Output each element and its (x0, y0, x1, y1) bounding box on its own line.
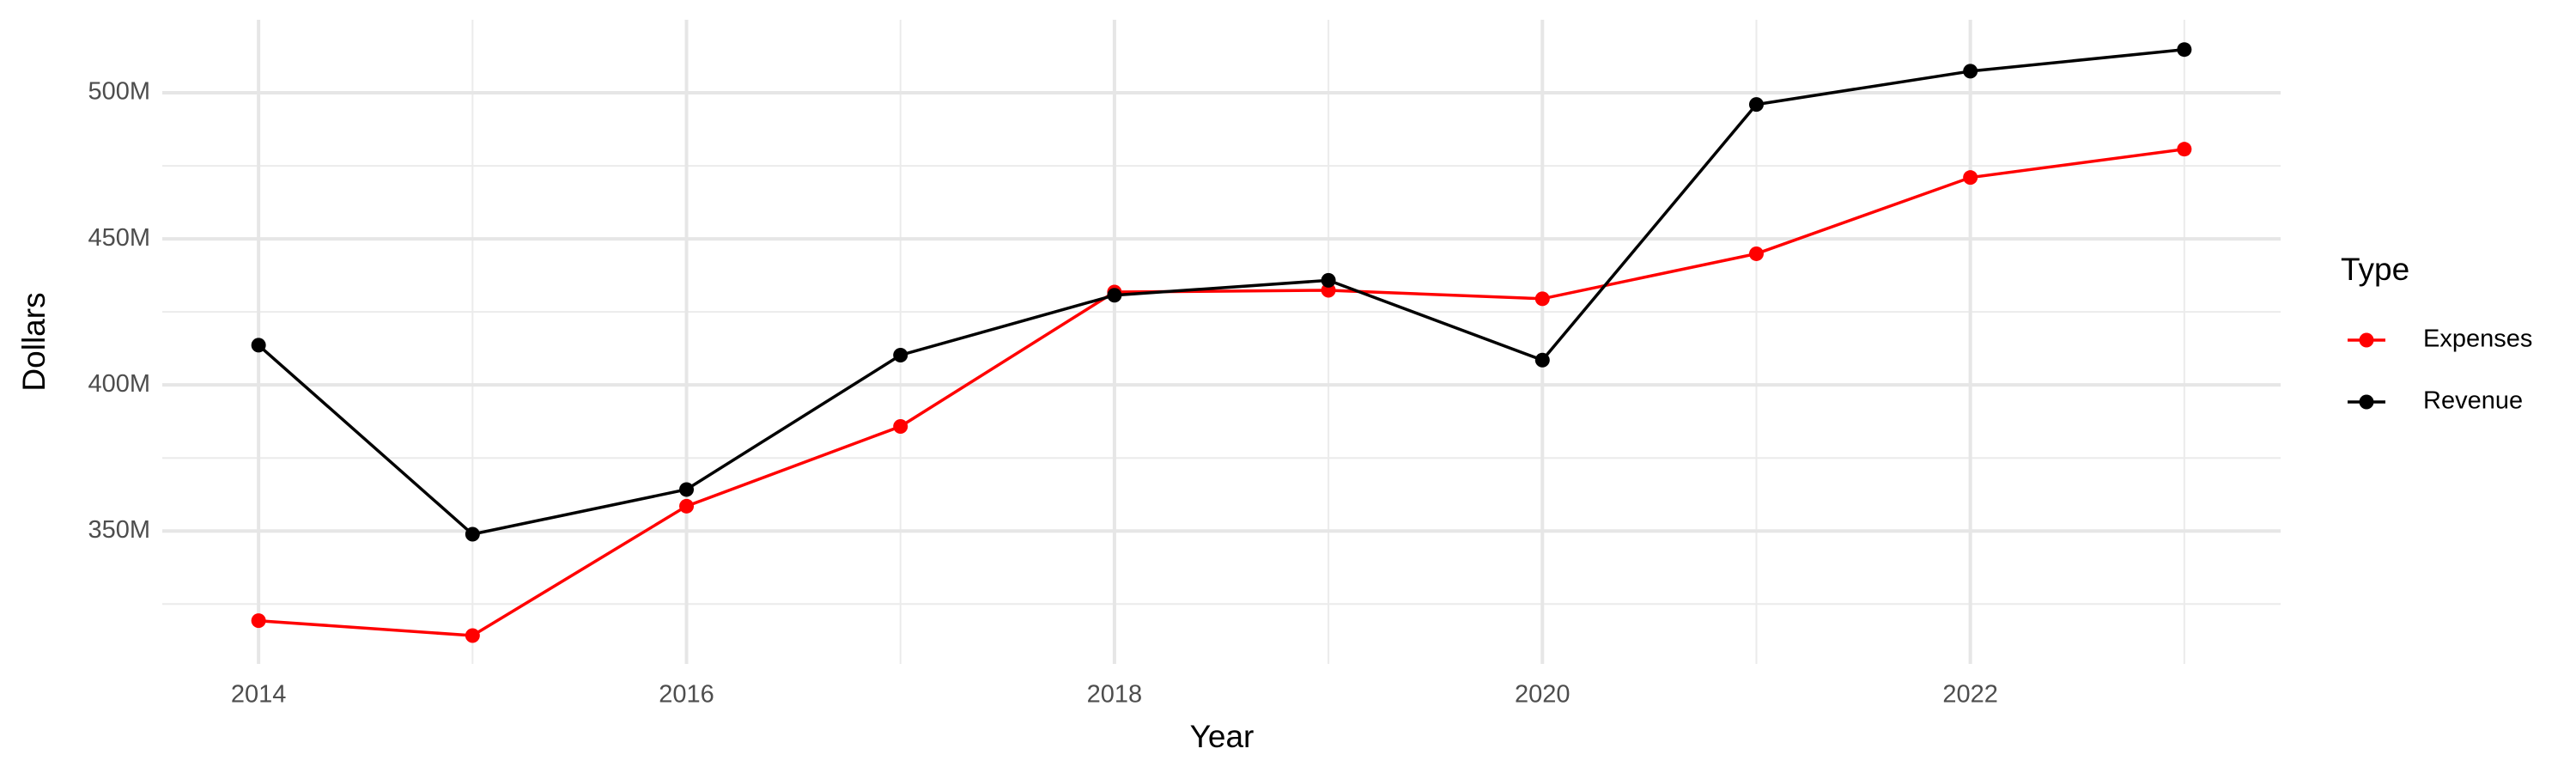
data-point (679, 482, 695, 497)
legend-label: Expenses (2423, 326, 2532, 353)
y-tick-label: 350M (88, 516, 150, 544)
y-tick-label: 400M (88, 370, 150, 398)
data-point (1107, 288, 1122, 303)
legend-label: Revenue (2423, 387, 2523, 415)
y-tick-label: 450M (88, 224, 150, 252)
legend: Type Expenses Revenue (2341, 252, 2532, 415)
data-point (893, 418, 908, 434)
plot-area (251, 42, 2192, 643)
x-tick-label: 2022 (1942, 681, 1998, 709)
data-point (1748, 246, 1764, 261)
y-axis-title: Dollars (16, 292, 52, 391)
y-tick-label: 500M (88, 78, 150, 106)
data-point (1963, 170, 1978, 186)
legend-title: Type (2341, 252, 2409, 287)
data-point (2177, 42, 2192, 58)
x-axis-title: Year (1190, 719, 1255, 754)
data-point (1321, 272, 1336, 288)
data-point (679, 498, 695, 514)
series-line (258, 147, 2185, 637)
data-point (251, 613, 266, 629)
data-point (2177, 142, 2192, 157)
series-line (257, 47, 2185, 536)
data-point (251, 338, 266, 353)
data-point (1748, 97, 1764, 113)
grid (162, 20, 2281, 664)
x-tick-label: 2020 (1515, 681, 1571, 709)
x-tick-label: 2014 (231, 681, 287, 709)
data-point (1534, 352, 1550, 368)
data-point (465, 628, 480, 643)
x-tick-label: 2018 (1087, 681, 1143, 709)
data-point (1534, 291, 1550, 307)
legend-key-point (2359, 394, 2374, 410)
data-point (893, 347, 908, 362)
x-tick-label: 2016 (659, 681, 714, 709)
data-point (465, 526, 480, 542)
legend-key-point (2359, 332, 2374, 348)
data-point (1963, 64, 1978, 79)
